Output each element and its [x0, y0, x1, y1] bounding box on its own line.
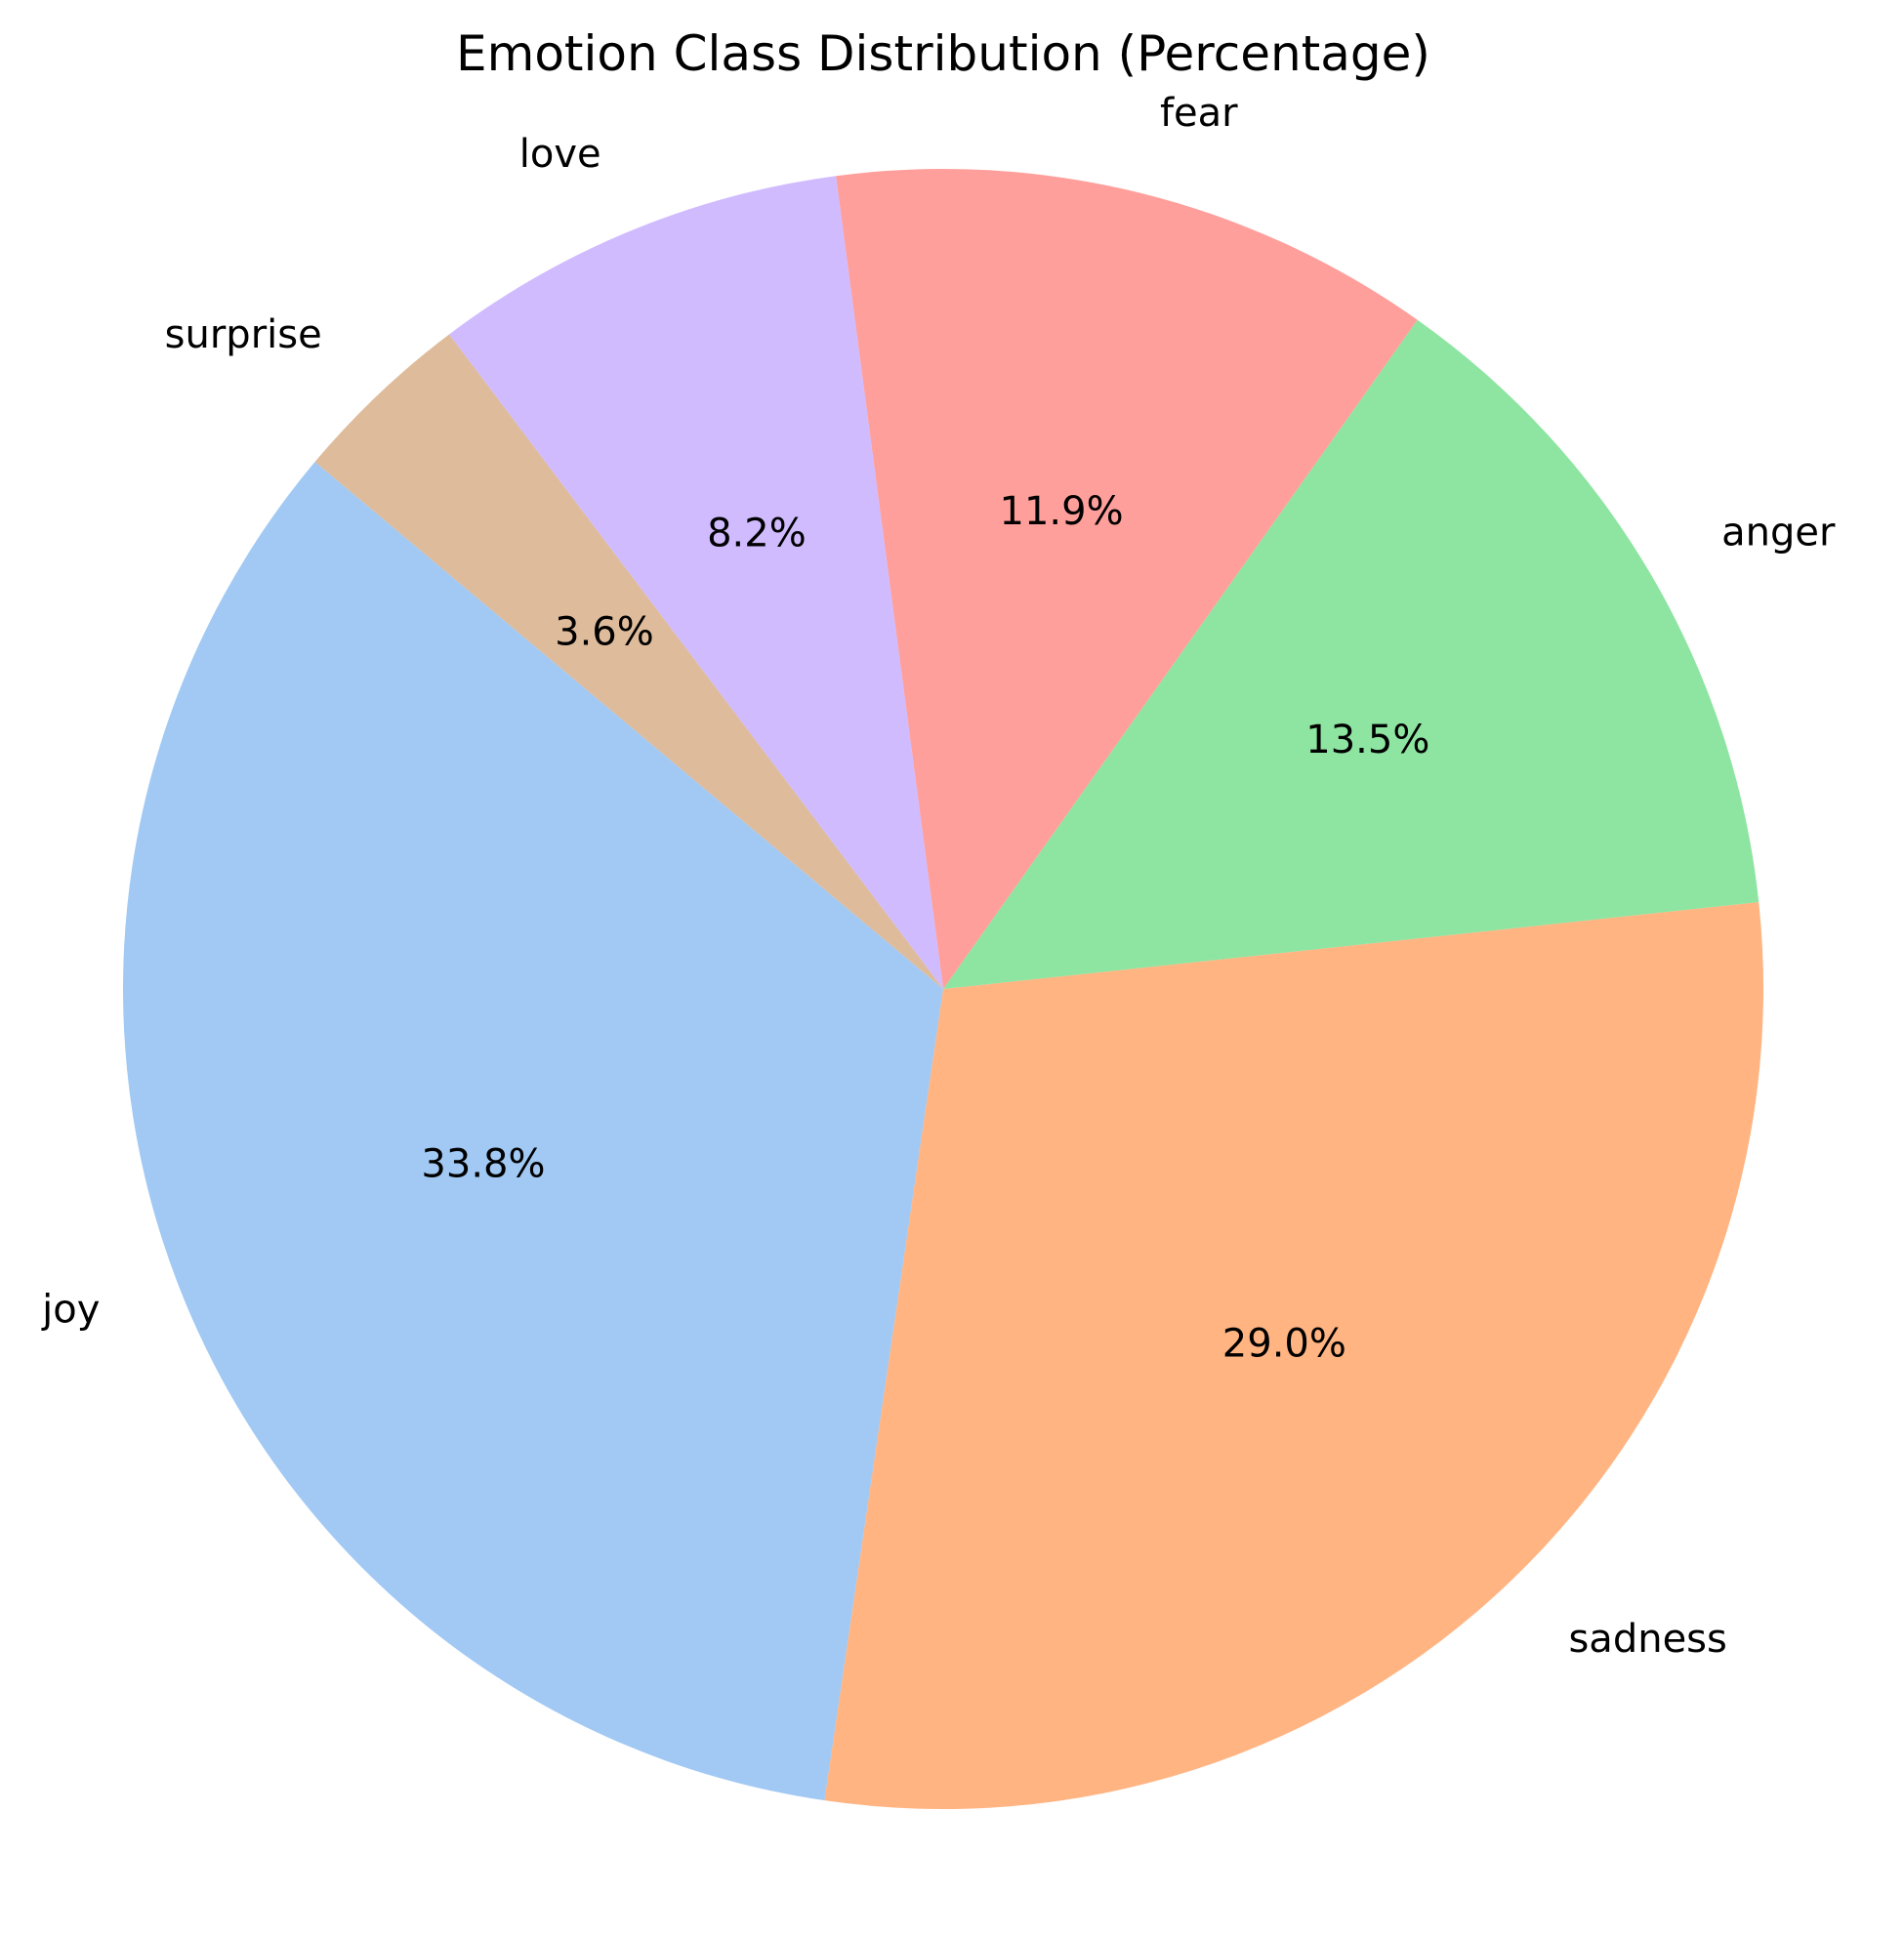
pie-slice-love: [449, 176, 943, 990]
slice-label-surprise: surprise: [165, 312, 322, 357]
pie-slice-anger: [943, 319, 1759, 989]
slice-percent-sadness: 29.0%: [1222, 1321, 1346, 1366]
pie-labels: joy 33.8% sadness 29.0% anger 13.5% fear 11.9% l…: [41, 91, 1836, 1662]
slice-percent-fear: 11.9%: [1000, 489, 1124, 534]
slice-percent-surprise: 3.6%: [555, 610, 654, 655]
slice-label-fear: fear: [1160, 91, 1238, 136]
slice-label-joy: joy: [41, 1288, 100, 1333]
pie-slice-sadness: [824, 902, 1764, 1810]
slice-label-love: love: [519, 132, 601, 177]
pie-slices: [122, 169, 1764, 1810]
slice-percent-joy: 33.8%: [421, 1141, 545, 1186]
slice-percent-anger: 13.5%: [1305, 718, 1429, 762]
pie-slice-joy: [122, 462, 944, 1801]
slice-label-anger: anger: [1721, 511, 1836, 556]
pie-slice-fear: [836, 169, 1418, 990]
slice-percent-love: 8.2%: [707, 512, 807, 556]
chart-title: Emotion Class Distribution (Percentage): [456, 25, 1430, 82]
pie-slice-surprise: [314, 334, 943, 989]
slice-label-sadness: sadness: [1568, 1617, 1726, 1662]
